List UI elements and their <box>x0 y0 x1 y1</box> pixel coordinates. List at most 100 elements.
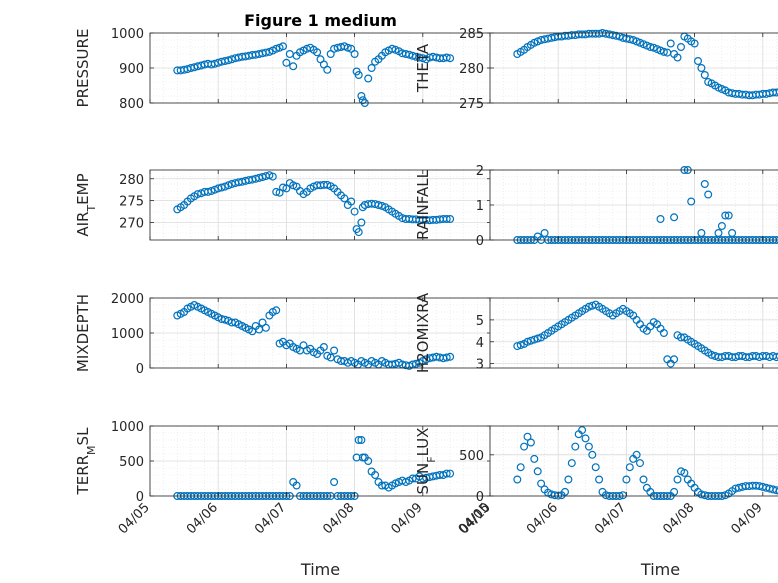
data-point <box>584 442 593 451</box>
data-point <box>292 481 301 490</box>
data-point <box>221 315 230 324</box>
data-point <box>700 70 709 79</box>
y-tick-label: 1000 <box>111 327 144 342</box>
x-tick-label: 04/09 <box>389 500 426 537</box>
data-point <box>622 475 631 484</box>
data-point <box>272 306 281 315</box>
x-tick-label: 04/08 <box>660 500 697 537</box>
data-point <box>388 44 397 53</box>
data-point <box>635 38 644 47</box>
data-point <box>724 211 733 220</box>
data-point <box>523 432 532 441</box>
data-point <box>697 63 706 72</box>
data-point <box>319 343 328 352</box>
data-point <box>676 42 685 51</box>
y-tick-label: 285 <box>459 27 484 42</box>
data-point <box>343 43 352 52</box>
data-point <box>350 49 359 58</box>
data-point <box>775 352 778 360</box>
data-point <box>690 39 699 48</box>
data-point <box>204 187 213 196</box>
data-point <box>354 228 363 237</box>
data-point <box>728 229 737 238</box>
data-point <box>217 183 226 192</box>
data-point <box>676 333 685 342</box>
data-point <box>261 48 270 57</box>
data-point <box>313 48 322 57</box>
y-axis-label: H2OMIXRA <box>414 292 432 373</box>
data-point <box>374 201 383 210</box>
data-point <box>289 62 298 71</box>
data-point <box>323 65 332 74</box>
data-point <box>272 187 281 196</box>
data-point <box>352 453 361 462</box>
data-point <box>530 454 539 463</box>
y-axis-label: TERRMSL <box>74 427 98 496</box>
data-point <box>412 359 421 368</box>
data-point <box>282 58 291 67</box>
data-point <box>567 459 576 468</box>
data-point <box>697 229 706 238</box>
y-tick-label: 4 <box>476 336 484 351</box>
data-point <box>371 471 380 480</box>
data-point <box>693 56 702 65</box>
data-point <box>533 467 542 476</box>
y-axis-label: AIRTEMP <box>74 173 98 236</box>
data-point <box>446 469 455 478</box>
x-tick-label: 04/05 <box>456 500 493 537</box>
data-point <box>354 70 363 79</box>
data-point <box>591 463 600 472</box>
data-point <box>639 475 648 484</box>
y-tick-label: 900 <box>119 62 144 77</box>
data-point <box>578 426 587 435</box>
data-point <box>526 336 535 345</box>
x-tick-label: 04/05 <box>116 500 153 537</box>
y-tick-label: 0 <box>476 490 484 505</box>
data-point <box>588 450 597 459</box>
data-point <box>680 468 689 477</box>
data-point <box>595 475 604 484</box>
data-point <box>513 475 522 484</box>
data-point <box>193 190 202 199</box>
y-tick-label: 800 <box>119 97 144 112</box>
data-point <box>357 218 366 227</box>
y-tick-label: 275 <box>459 97 484 112</box>
data-point <box>659 47 668 56</box>
data-point <box>540 229 549 238</box>
data-point <box>446 54 455 63</box>
y-tick-label: 3 <box>476 358 484 373</box>
data-point <box>347 197 356 206</box>
data-point <box>687 197 696 206</box>
data-point <box>775 487 778 495</box>
y-tick-label: 0 <box>136 362 144 377</box>
data-point <box>670 487 679 496</box>
x-tick-label: 04/06 <box>184 500 221 537</box>
y-tick-label: 500 <box>119 455 144 470</box>
y-tick-label: 1000 <box>111 420 144 435</box>
y-tick-label: 280 <box>119 173 144 188</box>
y-axis-label: PRESSURE <box>74 29 92 108</box>
data-point <box>357 91 366 100</box>
subplot-sun-flux: 0500SUNFLUX04/0504/0604/0704/0804/0904/1… <box>414 425 778 579</box>
data-point <box>367 63 376 72</box>
subplot-mixdepth: 0 1000 2000 MIXDEPTH <box>74 292 492 377</box>
data-point <box>581 434 590 443</box>
data-point <box>446 352 455 361</box>
data-point <box>364 457 373 466</box>
x-tick-label: 04/07 <box>252 500 289 537</box>
data-point <box>772 353 778 362</box>
y-axis-label: RAINFALL <box>414 169 432 240</box>
data-point <box>673 53 682 62</box>
y-axis-label: MIXDEPTH <box>74 294 92 372</box>
data-point <box>530 335 539 344</box>
data-point <box>700 180 709 189</box>
y-tick-label: 2000 <box>111 292 144 307</box>
y-tick-label: 5 <box>476 314 484 329</box>
data-point <box>364 74 373 83</box>
data-point <box>584 302 593 311</box>
data-point <box>659 329 668 338</box>
data-point <box>350 207 359 216</box>
data-point <box>330 346 339 355</box>
data-point <box>526 438 535 447</box>
